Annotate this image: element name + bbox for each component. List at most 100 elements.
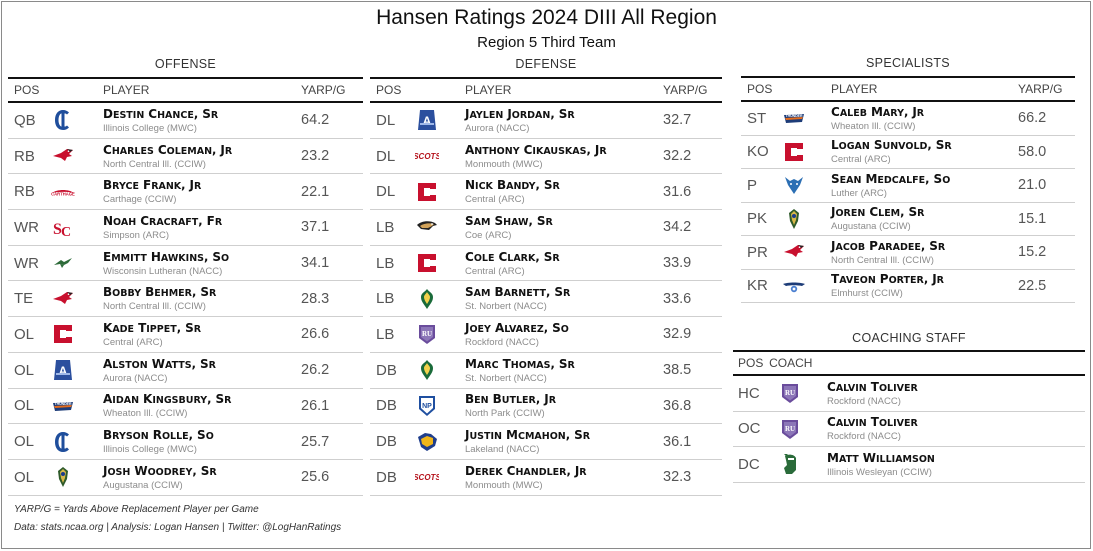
carthage-logo: CARTHAGE — [50, 179, 76, 205]
elmhurst-logo — [781, 273, 807, 299]
yarp-value: 36.1 — [663, 433, 692, 450]
yarp-value: 25.6 — [301, 469, 330, 486]
position-label: DL — [376, 183, 396, 201]
svg-text:THUNDER: THUNDER — [785, 114, 803, 118]
school-label: North Park (CCIW) — [465, 408, 545, 420]
position-label: RB — [14, 147, 35, 165]
table-row: TE BOBBY BEHMER, SR North Central Ill. (CC… — [8, 281, 363, 318]
player-cell: BRYCE FRANK, JR Carthage (CCIW) — [103, 178, 301, 205]
pos-header: POS — [14, 83, 40, 97]
school-label: Monmouth (MWC) — [465, 158, 543, 170]
player-cell: MARC THOMAS, SR St. Norbert (NACC) — [465, 357, 663, 384]
coach-name: CALVIN TOLIVER — [827, 379, 918, 394]
yarp-value: 36.8 — [663, 397, 692, 414]
luther-logo — [781, 172, 807, 198]
rockford-logo: RU — [414, 321, 440, 347]
svg-text:CARTHAGE: CARTHAGE — [51, 191, 75, 196]
svg-text:RU: RU — [785, 389, 795, 397]
north-park-logo: NP — [414, 393, 440, 419]
position-label: WR — [14, 218, 39, 236]
page-title: Hansen Ratings 2024 DIII All Region — [376, 6, 717, 29]
central-logo — [414, 179, 440, 205]
pos-header: POS — [376, 83, 402, 97]
position-label: DB — [376, 361, 397, 379]
yarp-value: 25.7 — [301, 433, 330, 450]
aurora-logo: A — [414, 107, 440, 133]
yarp-value: 26.2 — [301, 362, 330, 379]
player-cell: COLE CLARK, SR Central (ARC) — [465, 250, 663, 277]
table-row: OL BRYSON ROLLE, SO Illinois College (MWC)… — [8, 424, 363, 460]
defense-header-row: POS PLAYER YARP/G — [370, 77, 722, 103]
table-row: WR S C NOAH CRACRAFT, FR Simpson (ARC) 37.1 — [8, 210, 363, 246]
player-cell: JAYLEN JORDAN, SR Aurora (NACC) — [465, 107, 663, 134]
school-label: Illinois College (MWC) — [103, 122, 197, 134]
yarp-value: 64.2 — [301, 112, 330, 129]
player-name: NOAH CRACRAFT, FR — [103, 213, 223, 228]
illinois-college-logo — [50, 107, 76, 133]
table-row: KR TAVEON PORTER, JR Elmhurst (CCIW) 22.5 — [741, 270, 1075, 303]
school-label: St. Norbert (NACC) — [465, 372, 547, 384]
player-name: ALSTON WATTS, SR — [103, 356, 216, 371]
yarp-value: 58.0 — [1018, 143, 1047, 160]
defense-table: POS PLAYER YARP/G DL A JAYLEN JORDAN, SR Auror… — [370, 77, 722, 496]
player-name: LOGAN SUNVOLD, SR — [831, 138, 952, 153]
position-label: DB — [376, 433, 397, 451]
player-cell: NICK BANDY, SR Central (ARC) — [465, 178, 663, 205]
player-cell: SAM SHAW, SR Coe (ARC) — [465, 214, 663, 241]
yarp-value: 31.6 — [663, 183, 692, 200]
position-label: OC — [738, 420, 761, 438]
position-label: LB — [376, 254, 395, 272]
school-label: Central (ARC) — [103, 336, 163, 348]
table-row: OC RU CALVIN TOLIVER Rockford (NACC) — [733, 412, 1085, 447]
school-label: Augustana (CCIW) — [831, 221, 911, 233]
player-cell: JOSH WOODREY, SR Augustana (CCIW) — [103, 464, 301, 491]
player-name: JOREN CLEM, SR — [831, 205, 925, 220]
position-label: ST — [747, 109, 767, 127]
st-norbert-logo — [414, 357, 440, 383]
school-label: Wisconsin Lutheran (NACC) — [103, 265, 223, 277]
rockford-logo: RU — [777, 416, 803, 442]
yarp-value: 38.5 — [663, 362, 692, 379]
player-cell: JOEY ALVAREZ, SO Rockford (NACC) — [465, 321, 663, 348]
player-name: DESTIN CHANCE, SR — [103, 106, 219, 121]
yarp-value: 22.5 — [1018, 277, 1047, 294]
player-name: MARC THOMAS, SR — [465, 356, 575, 371]
illinois-college-logo — [50, 429, 76, 455]
school-label: Aurora (NACC) — [465, 122, 530, 134]
school-label: Coe (ARC) — [465, 229, 512, 241]
table-row: WR EMMITT HAWKINS, SO Wisconsin Lutheran (… — [8, 246, 363, 282]
svg-text:C: C — [61, 225, 71, 239]
coe-logo — [414, 214, 440, 240]
yarp-value: 33.9 — [663, 255, 692, 272]
school-label: Wheaton Ill. (CCIW) — [103, 408, 188, 420]
svg-text:S: S — [53, 221, 62, 238]
position-label: DC — [738, 455, 760, 473]
school-label: Central (ARC) — [465, 194, 525, 206]
player-name: EMMITT HAWKINS, SO — [103, 249, 230, 264]
augustana-logo — [50, 464, 76, 490]
augustana-logo — [781, 206, 807, 232]
position-label: P — [747, 176, 758, 194]
yarp-value: 26.6 — [301, 326, 330, 343]
position-label: QB — [14, 111, 36, 129]
player-name: COLE CLARK, SR — [465, 249, 560, 264]
player-name: BEN BUTLER, JR — [465, 392, 557, 407]
position-label: OL — [14, 468, 35, 486]
player-name: NICK BANDY, SR — [465, 178, 560, 193]
player-name: JOEY ALVAREZ, SO — [465, 320, 569, 335]
table-row: RB CARTHAGE BRYCE FRANK, JR Carthage (CCIW)… — [8, 174, 363, 211]
yarp-header: YARP/G — [663, 83, 708, 97]
school-label: Rockford (NACC) — [465, 336, 539, 348]
table-row: DL NICK BANDY, SR Central (ARC) 31.6 — [370, 174, 722, 211]
monmouth-logo: SCOTS — [414, 143, 440, 169]
offense-title: OFFENSE — [154, 57, 217, 71]
school-label: Carthage (CCIW) — [103, 194, 177, 206]
table-row: OL THUNDER AIDAN KINGSBURY, SR Wheaton Ill.… — [8, 389, 363, 425]
table-row: HC RU CALVIN TOLIVER Rockford (NACC) — [733, 376, 1085, 412]
illinois-wesleyan-logo — [777, 451, 803, 477]
yarp-value: 32.9 — [663, 326, 692, 343]
yarp-value: 28.3 — [301, 290, 330, 307]
yarp-value: 32.7 — [663, 112, 692, 129]
table-row: QB DESTIN CHANCE, SR Illinois College (MWC… — [8, 103, 363, 139]
position-label: RB — [14, 183, 35, 201]
